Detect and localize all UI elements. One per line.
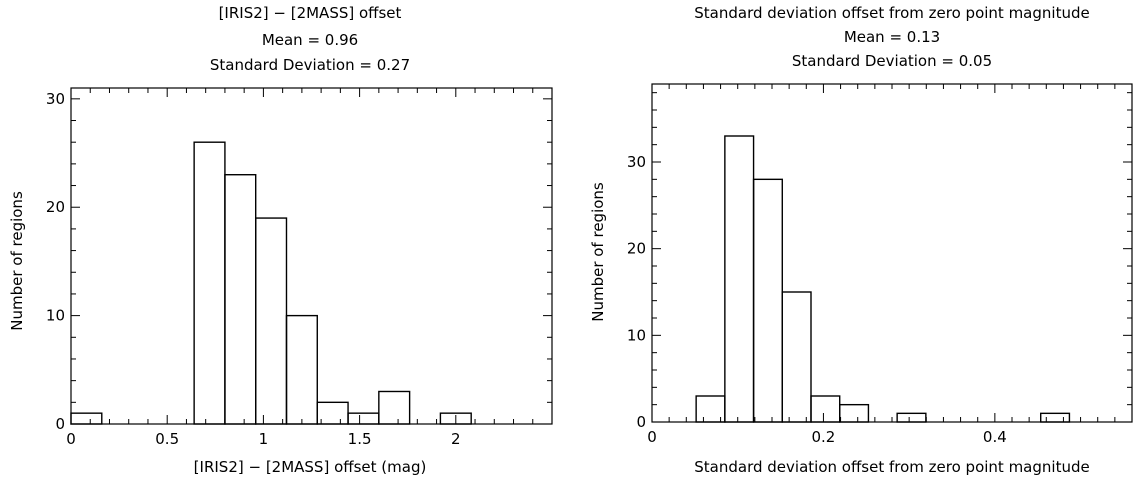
histogram-bar: [839, 403, 870, 423]
histogram-bar: [378, 390, 411, 425]
std-dev-label: Standard Deviation = 0.05: [792, 52, 992, 70]
y-axis-label: Number of regions: [8, 191, 26, 331]
histogram-bar: [1040, 412, 1071, 423]
histogram-panel-iris2-offset: [IRIS2] − [2MASS] offset Mean = 0.96 Sta…: [8, 4, 553, 476]
histogram-bar: [285, 314, 318, 425]
histogram-bar: [255, 217, 288, 425]
y-tick-label: 10: [46, 307, 65, 325]
mean-label: Mean = 0.96: [262, 31, 358, 49]
x-axis-label: Standard deviation offset from zero poin…: [694, 458, 1089, 476]
histogram-bar: [224, 174, 257, 425]
y-tick-label: 10: [627, 326, 646, 344]
histogram-bars: [70, 141, 472, 425]
chart-title: Standard deviation offset from zero poin…: [694, 4, 1089, 22]
mean-label: Mean = 0.13: [844, 28, 940, 46]
x-tick-label: 0.5: [155, 430, 179, 448]
y-tick-label: 20: [627, 240, 646, 258]
x-tick-label: 0: [647, 428, 657, 446]
axis-ticks: [651, 84, 1133, 423]
x-tick-label: 0.2: [811, 428, 835, 446]
histogram-bars: [695, 135, 1071, 423]
y-tick-label: 0: [55, 415, 65, 433]
histogram-bar: [316, 401, 349, 425]
tick-labels: 0 0.2 0.4 0 10 20 30: [627, 153, 1007, 446]
chart-title: [IRIS2] − [2MASS] offset: [219, 4, 402, 22]
y-tick-label: 0: [636, 413, 646, 431]
histogram-bar: [752, 178, 783, 423]
y-tick-label: 20: [46, 198, 65, 216]
histogram-panel-std-dev-offset: Standard deviation offset from zero poin…: [589, 4, 1133, 476]
histogram-bar: [810, 395, 841, 423]
histogram-bar: [724, 135, 755, 423]
std-dev-label: Standard Deviation = 0.27: [210, 56, 410, 74]
y-axis-label: Number of regions: [589, 182, 607, 322]
y-tick-label: 30: [46, 90, 65, 108]
histogram-bar: [70, 412, 103, 425]
x-tick-label: 1: [259, 430, 269, 448]
histogram-bar: [347, 412, 380, 425]
x-tick-label: 0.4: [983, 428, 1007, 446]
plot-frame: [651, 83, 1133, 423]
histogram-bar: [781, 291, 812, 423]
x-tick-label: 1.5: [348, 430, 372, 448]
x-tick-label: 0: [66, 430, 76, 448]
histogram-bar: [193, 141, 226, 425]
y-tick-label: 30: [627, 153, 646, 171]
x-axis-label: [IRIS2] − [2MASS] offset (mag): [194, 458, 427, 476]
plot-frame: [70, 87, 553, 425]
axis-ticks: [70, 88, 553, 425]
histogram-bar: [896, 412, 927, 423]
x-tick-label: 2: [451, 430, 461, 448]
